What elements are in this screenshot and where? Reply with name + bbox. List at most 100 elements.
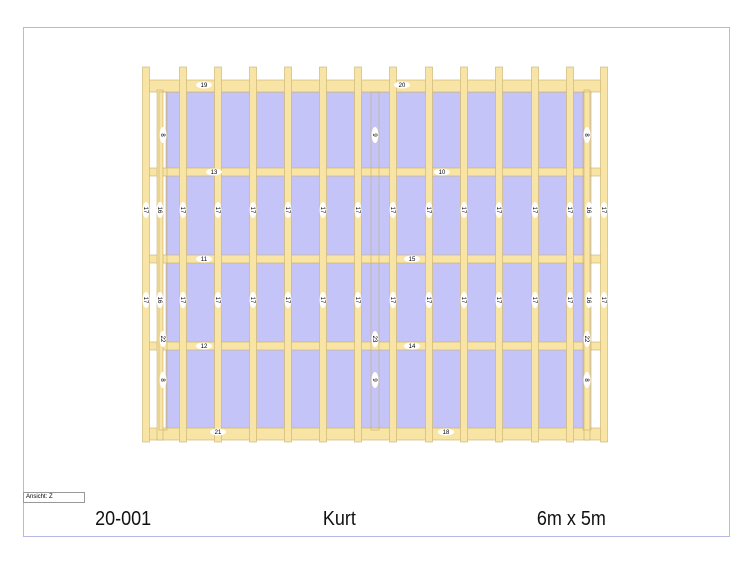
svg-text:12: 12: [201, 344, 208, 350]
svg-text:9: 9: [371, 378, 377, 382]
svg-text:17: 17: [214, 297, 220, 304]
svg-text:17: 17: [214, 207, 220, 214]
side-stud-label: 16: [585, 202, 593, 218]
svg-text:16: 16: [156, 207, 162, 214]
svg-text:17: 17: [179, 207, 185, 214]
stud-label: 17: [354, 202, 362, 218]
member-label: 8: [159, 127, 167, 143]
stud-label: 17: [179, 292, 187, 308]
vertical-stud: [531, 66, 539, 443]
svg-text:17: 17: [284, 207, 290, 214]
side-stud-label: 16: [156, 292, 164, 308]
stud-label: 17: [495, 292, 503, 308]
svg-text:13: 13: [211, 170, 218, 176]
beam-label: 15: [404, 255, 420, 263]
drawing-size: 6m x 5m: [536, 508, 606, 530]
stud-label: 17: [495, 202, 503, 218]
svg-text:17: 17: [425, 297, 431, 304]
side-stud-label: 16: [585, 292, 593, 308]
svg-text:11: 11: [201, 257, 208, 263]
member-label: 9: [371, 372, 379, 388]
member-label: 8: [583, 127, 591, 143]
beam-label: 13: [206, 168, 222, 176]
svg-text:8: 8: [583, 133, 589, 137]
svg-text:17: 17: [531, 297, 537, 304]
svg-text:8: 8: [159, 133, 165, 137]
side-stud: [583, 89, 591, 441]
svg-text:17: 17: [425, 207, 431, 214]
svg-text:17: 17: [142, 207, 148, 214]
stud-label: 17: [214, 292, 222, 308]
vertical-stud: [460, 66, 468, 443]
beam-label: 21: [210, 428, 226, 436]
svg-text:16: 16: [156, 297, 162, 304]
member-label: 22: [583, 331, 591, 347]
beam-label: 20: [394, 81, 410, 89]
svg-text:17: 17: [284, 297, 290, 304]
stud-label: 17: [460, 202, 468, 218]
svg-text:17: 17: [566, 207, 572, 214]
stud-label: 17: [425, 202, 433, 218]
member-label: 22: [159, 331, 167, 347]
vertical-stud: [354, 66, 362, 443]
stud-label: 17: [249, 202, 257, 218]
beam-label: 19: [196, 81, 212, 89]
svg-text:17: 17: [600, 297, 606, 304]
vertical-stud: [425, 66, 433, 443]
svg-text:9: 9: [371, 133, 377, 137]
member-label: 9: [371, 127, 379, 143]
stud-label: 17: [284, 292, 292, 308]
svg-text:17: 17: [319, 207, 325, 214]
svg-text:17: 17: [179, 297, 185, 304]
stud-label: 17: [566, 202, 574, 218]
stud-label: 17: [566, 292, 574, 308]
opening-outline: [370, 91, 380, 431]
vertical-stud: [566, 66, 574, 443]
vertical-stud: [389, 66, 397, 443]
svg-text:10: 10: [439, 170, 446, 176]
svg-text:18: 18: [443, 430, 450, 436]
svg-text:17: 17: [354, 297, 360, 304]
svg-text:16: 16: [585, 297, 591, 304]
stud-label: 17: [249, 292, 257, 308]
svg-text:23: 23: [371, 336, 377, 343]
member-label: 23: [371, 331, 379, 347]
svg-text:15: 15: [409, 257, 416, 263]
side-stud-label: 16: [156, 202, 164, 218]
beam-label: 18: [438, 428, 454, 436]
svg-text:8: 8: [159, 378, 165, 382]
beam-label: 12: [196, 342, 212, 350]
svg-text:22: 22: [159, 336, 165, 343]
svg-text:19: 19: [201, 83, 208, 89]
svg-text:20: 20: [399, 83, 406, 89]
opening-outline: [582, 91, 592, 431]
svg-text:22: 22: [583, 336, 589, 343]
view-label: Ansicht: Z: [23, 492, 85, 503]
opening-outline: [158, 91, 168, 431]
stud-label: 17: [460, 292, 468, 308]
stud-label: 17: [214, 202, 222, 218]
vertical-stud: [495, 66, 503, 443]
svg-text:17: 17: [531, 207, 537, 214]
stud-label: 17: [142, 202, 150, 218]
stud-label: 17: [425, 292, 433, 308]
member-label: 8: [159, 372, 167, 388]
stud-label: 17: [531, 202, 539, 218]
svg-text:17: 17: [249, 207, 255, 214]
svg-text:17: 17: [495, 207, 501, 214]
stud-label: 17: [600, 292, 608, 308]
stud-label: 17: [354, 292, 362, 308]
svg-text:17: 17: [319, 297, 325, 304]
vertical-stud: [179, 66, 187, 443]
vertical-stud: [319, 66, 327, 443]
svg-text:17: 17: [389, 297, 395, 304]
beam-label: 11: [196, 255, 212, 263]
member-label: 8: [583, 372, 591, 388]
svg-text:21: 21: [215, 430, 222, 436]
vertical-stud: [249, 66, 257, 443]
drawing-frame: [23, 27, 730, 537]
vertical-stud: [600, 66, 608, 443]
stud-label: 17: [531, 292, 539, 308]
side-stud: [156, 89, 164, 441]
